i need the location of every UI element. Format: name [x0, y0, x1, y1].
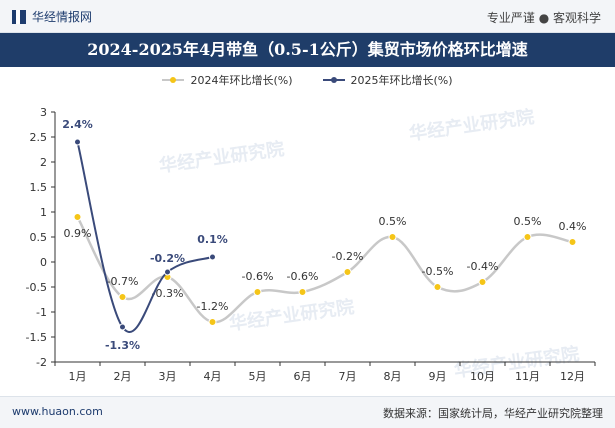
point-2024: [253, 288, 262, 296]
tagline: 专业严谨 ● 客观科学: [486, 11, 601, 25]
footer-source: 数据来源：国家统计局，华经产业研究院整理: [383, 407, 603, 420]
x-tick-label: 8月: [384, 370, 402, 383]
point-2024: [118, 293, 127, 301]
series-2025-line: [76, 141, 213, 333]
point-2024: [343, 268, 352, 276]
y-tick-label: -1.5: [26, 331, 47, 344]
point-2024: [568, 238, 577, 246]
x-tick-label: 9月: [429, 370, 447, 383]
footer: www.huaon.com 数据来源：国家统计局，华经产业研究院整理: [0, 396, 615, 428]
watermark-text: 华经产业研究院: [158, 138, 286, 177]
point-2024: [388, 233, 397, 241]
x-tick-label: 7月: [339, 370, 357, 383]
brand-name: 华经情报网: [32, 10, 93, 24]
x-tick-label: 5月: [249, 370, 267, 383]
legend-swatch-2025: [322, 77, 345, 83]
point-2024: [298, 288, 307, 296]
brand-logo: 华经情报网: [12, 8, 92, 25]
y-tick-label: 3: [40, 106, 47, 119]
x-tick-label: 10月: [470, 370, 495, 383]
chart-title: 2024-2025年4月带鱼（0.5-1公斤）集贸市场价格环比增速: [0, 33, 615, 67]
x-tick-label: 11月: [515, 370, 540, 383]
y-tick-label: 2: [40, 156, 47, 169]
legend-label-2025: 2025年环比增长(%): [350, 74, 453, 87]
data-label-2024: -0.5%: [422, 265, 454, 278]
watermark-text: 华经产业研究院: [228, 296, 356, 335]
x-tick-label: 2月: [114, 370, 132, 383]
point-2025: [74, 138, 81, 146]
point-2024: [73, 213, 82, 221]
legend-item-2024: 2024年环比增长(%): [162, 72, 293, 88]
data-label-2024: -0.3%: [152, 287, 184, 300]
x-tick-label: 6月: [294, 370, 312, 383]
data-label-2025: -1.3%: [105, 339, 140, 352]
data-label-2024: 0.9%: [64, 227, 92, 240]
y-tick-label: -1: [36, 306, 47, 319]
point-2024: [433, 283, 442, 291]
legend: 2024年环比增长(%) 2025年环比增长(%): [0, 72, 615, 88]
y-tick-label: 2.5: [30, 131, 48, 144]
legend-item-2025: 2025年环比增长(%): [322, 72, 453, 88]
axes: 3 2.5 2 1.5 1 0.5 0 -0.5 -1 -1.5 -2 1月 2月 3月 4月 5月 6月 7月 8…: [26, 106, 596, 383]
brand-mark-icon: [12, 9, 26, 24]
y-tick-label: -2: [36, 356, 47, 369]
x-tick-label: 1月: [69, 370, 87, 383]
data-label-2024: -0.2%: [332, 250, 364, 263]
x-tick-label: 12月: [560, 370, 585, 383]
y-tick-label: 1.5: [30, 181, 48, 194]
point-2025: [164, 268, 171, 276]
point-2024: [208, 318, 217, 326]
data-label-2024: 0.5%: [379, 215, 407, 228]
legend-swatch-2024: [162, 77, 185, 83]
point-2024: [478, 278, 487, 286]
y-tick-label: 0.5: [30, 231, 48, 244]
y-tick-label: 0: [40, 256, 47, 269]
data-label-2024: -0.4%: [467, 260, 499, 273]
footer-website[interactable]: www.huaon.com: [12, 405, 103, 418]
x-tick-label: 3月: [159, 370, 177, 383]
point-2024: [523, 233, 532, 241]
x-tick-label: 4月: [204, 370, 222, 383]
data-label-2024: 0.4%: [559, 220, 587, 233]
series-2024: 0.9% -0.7% -0.3% -1.2% -0.6% -0.6% -0.2% 0.5% -0…: [64, 213, 587, 326]
y-tick-label: 1: [40, 206, 47, 219]
point-2025: [209, 253, 216, 261]
legend-label-2024: 2024年环比增长(%): [190, 74, 293, 87]
point-2025: [119, 323, 126, 331]
data-label-2024: -1.2%: [197, 300, 229, 313]
data-label-2024: 0.5%: [514, 215, 542, 228]
data-label-2024: -0.6%: [242, 270, 274, 283]
watermark-text: 华经产业研究院: [408, 106, 536, 145]
top-bar: 华经情报网 专业严谨 ● 客观科学: [0, 0, 615, 33]
data-label-2025: 2.4%: [62, 118, 93, 131]
data-label-2025: -0.2%: [150, 252, 185, 265]
data-label-2024: -0.7%: [107, 275, 139, 288]
series-2025: 2.4% -1.3% -0.2% 0.1%: [62, 118, 228, 352]
y-tick-label: -0.5: [26, 281, 47, 294]
data-label-2024: -0.6%: [287, 270, 319, 283]
data-label-2025: 0.1%: [197, 233, 228, 246]
